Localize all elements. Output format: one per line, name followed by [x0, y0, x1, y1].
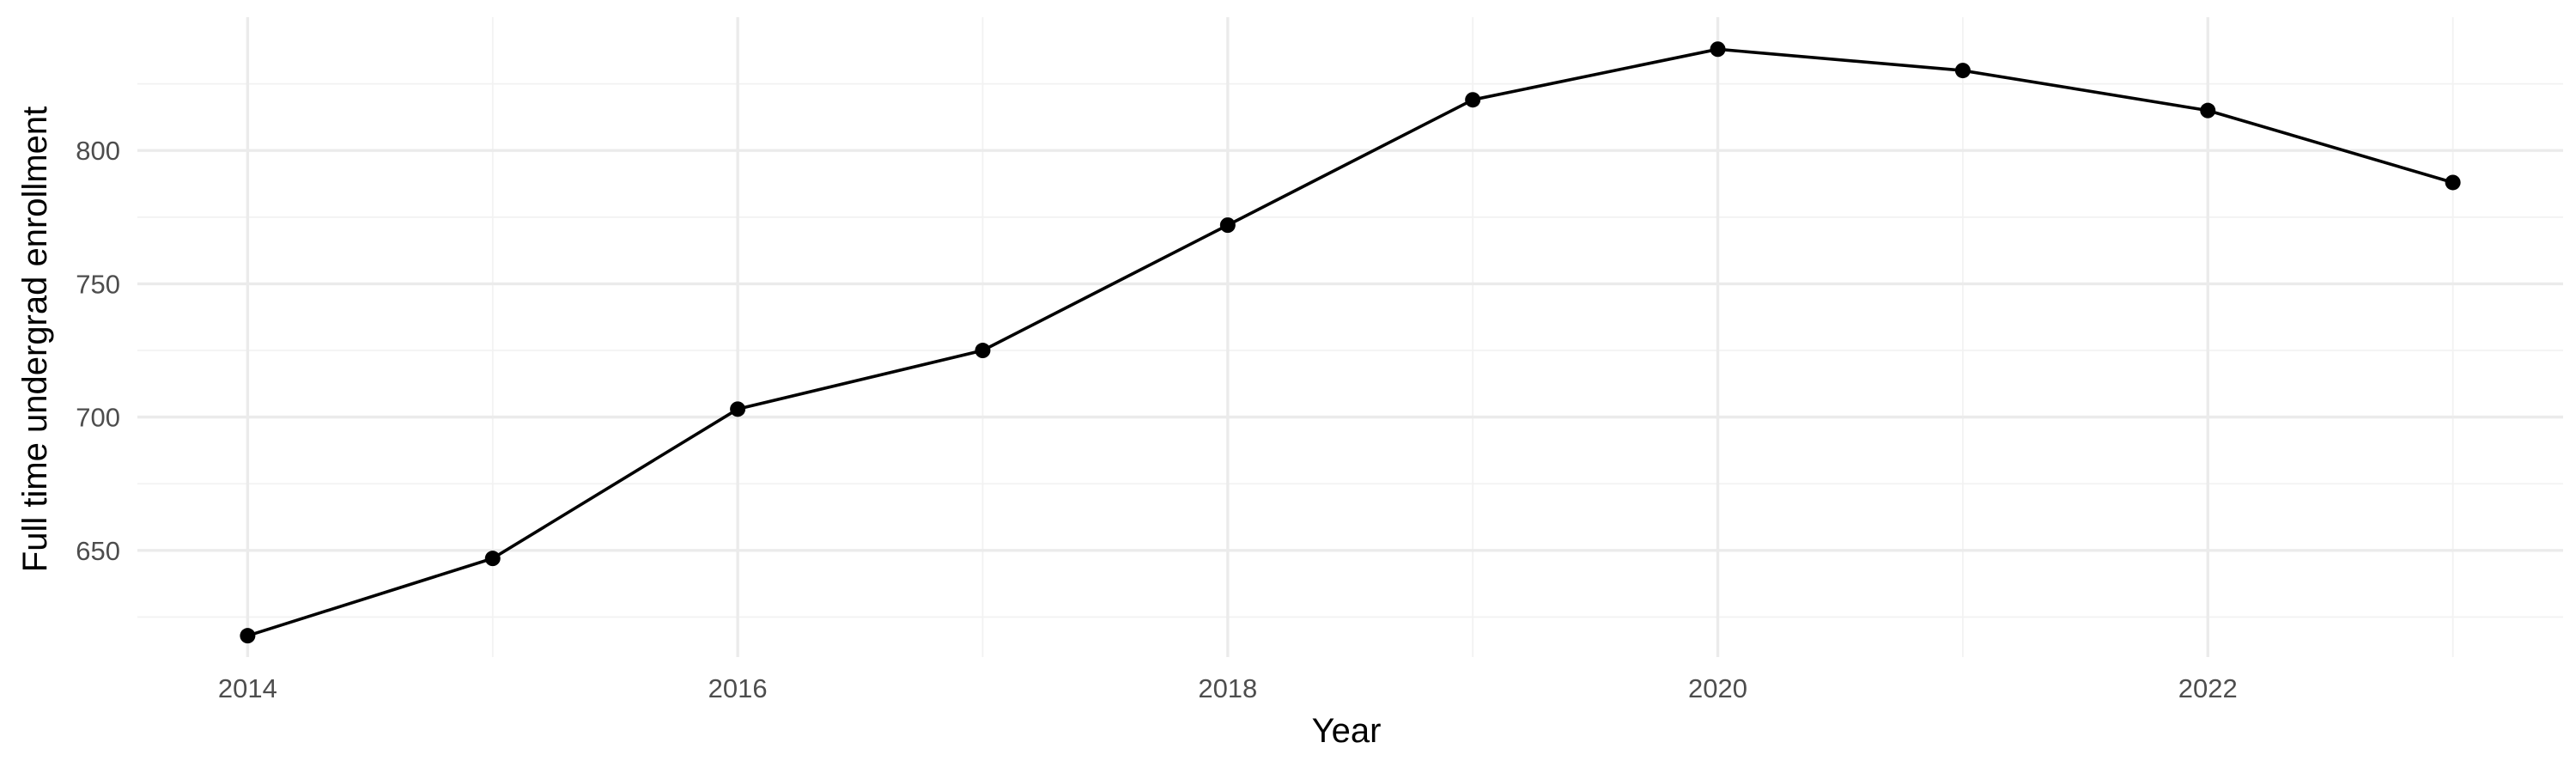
grid: [137, 17, 2563, 657]
x-tick-label: 2022: [2178, 673, 2238, 703]
y-tick-label: 700: [76, 403, 120, 433]
series-layer: [240, 41, 2461, 644]
x-axis-title: Year: [1312, 712, 1382, 750]
data-point: [975, 343, 991, 359]
y-axis-title: Full time undergrad enrollment: [16, 107, 54, 572]
data-point: [1954, 63, 1971, 79]
x-tick-label: 2018: [1198, 673, 1257, 703]
data-point: [730, 401, 746, 417]
y-axis-tick-labels: 650 700 750 800: [76, 136, 120, 566]
y-tick-label: 650: [76, 536, 120, 566]
series-line: [246, 47, 2454, 637]
data-point: [2200, 102, 2216, 119]
data-point: [240, 628, 256, 644]
data-point: [1710, 41, 1726, 58]
data-point: [2445, 174, 2461, 191]
x-axis-tick-labels: 2014 2016 2018 2020 2022: [218, 673, 2238, 703]
x-tick-label: 2016: [708, 673, 768, 703]
y-tick-label: 750: [76, 269, 120, 299]
data-point: [1219, 217, 1236, 234]
data-point: [484, 551, 501, 567]
y-tick-label: 800: [76, 136, 120, 166]
x-tick-label: 2014: [218, 673, 277, 703]
data-point: [1465, 92, 1481, 108]
x-tick-label: 2020: [1688, 673, 1747, 703]
